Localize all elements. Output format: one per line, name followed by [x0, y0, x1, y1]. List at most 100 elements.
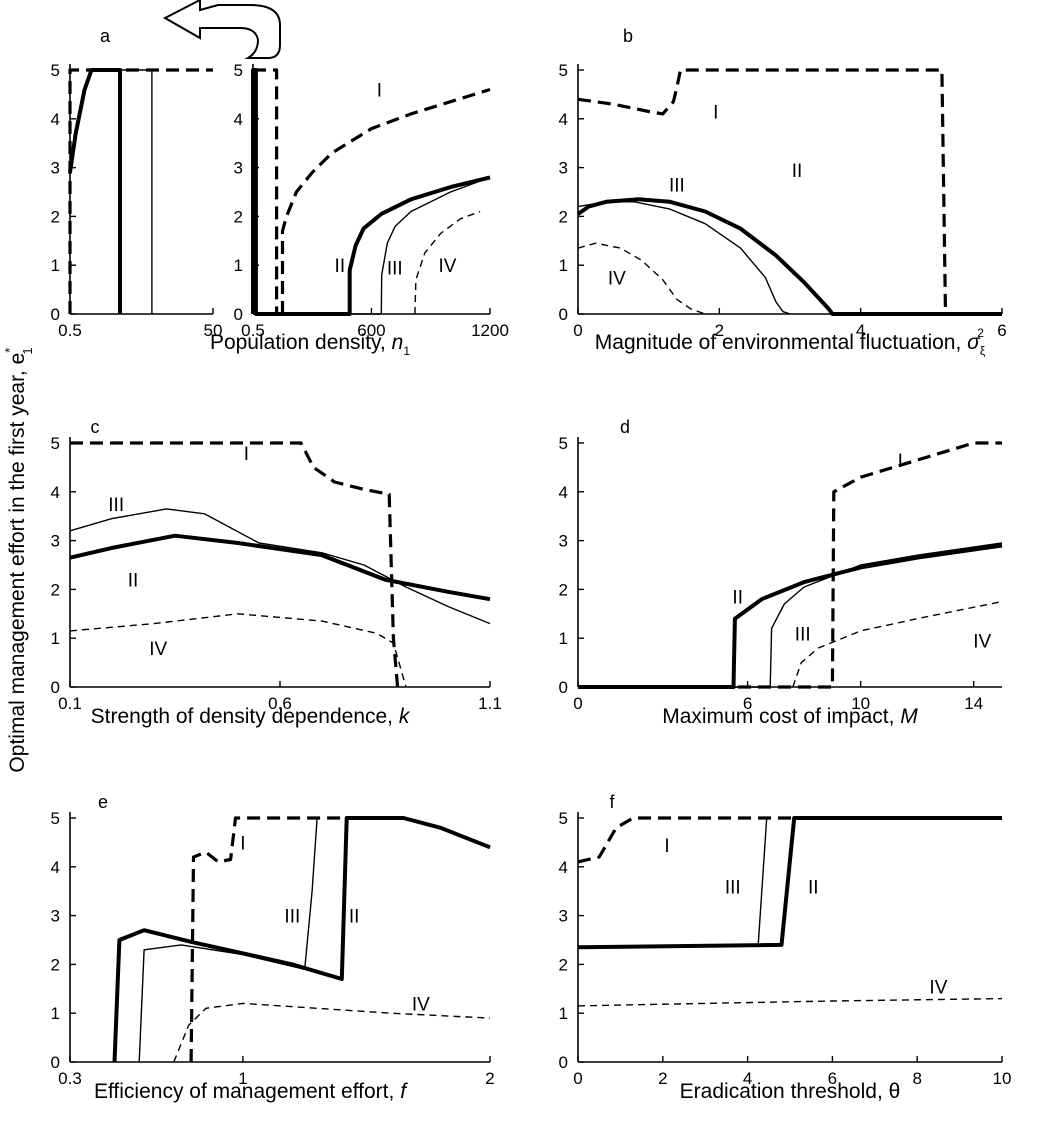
series-line-III [69, 508, 491, 625]
series-line-I [70, 441, 400, 688]
y-tick-label: 3 [559, 532, 568, 551]
series-line-III [577, 817, 768, 948]
y-tick-label: 1 [51, 629, 60, 648]
y-tick-label: 3 [234, 159, 243, 178]
y-tick-label: 1 [559, 629, 568, 648]
x-tick-label: 0.3 [58, 1069, 82, 1088]
series-line-II [68, 68, 122, 314]
y-tick-label: 0 [559, 305, 568, 324]
y-tick-label: 2 [51, 580, 60, 599]
series-label-IV: IV [412, 994, 430, 1015]
y-tick-label: 5 [51, 809, 60, 828]
x-tick-label: 2 [715, 321, 724, 340]
y-tick-label: 3 [559, 159, 568, 178]
y-tick-label: 4 [559, 858, 568, 877]
x-tick-label: 0 [573, 321, 582, 340]
y-tick-label: 3 [51, 907, 60, 926]
x-axis-subscript: ξ [980, 344, 986, 358]
y-tick-label: 3 [559, 907, 568, 926]
y-axis-label-text: Optimal management effort in the first y… [6, 353, 29, 773]
x-axis-label-text: Eradication threshold, θ [680, 1080, 901, 1103]
series-label-II: II [128, 571, 139, 592]
y-axis-subscript: 1 [20, 347, 35, 354]
panel-letter: e [98, 792, 108, 812]
series-label-I: I [240, 833, 245, 854]
x-tick-label: 0 [573, 1069, 582, 1088]
y-tick-label: 3 [51, 159, 60, 178]
x-tick-label: 10 [851, 694, 870, 713]
panel-letter: c [91, 417, 100, 437]
series-line-II [576, 197, 1002, 316]
x-tick-label: 6 [997, 321, 1006, 340]
series-label-I: I [244, 444, 249, 465]
panel-letter: b [623, 26, 633, 46]
y-tick-label: 5 [51, 61, 60, 80]
series-label-III: III [725, 877, 741, 898]
series-label-II: II [732, 588, 743, 609]
x-tick-label: 8 [912, 1069, 921, 1088]
x-tick-label: 6 [743, 694, 752, 713]
y-tick-label: 5 [559, 809, 568, 828]
series-line-II [578, 543, 1003, 689]
series-line-IV [792, 600, 1003, 688]
x-tick-label: 600 [357, 321, 385, 340]
series-line-IV [69, 613, 407, 688]
y-tick-label: 4 [234, 110, 243, 129]
x-tick-label: 50 [204, 321, 223, 340]
y-tick-label: 2 [234, 207, 243, 226]
x-tick-label: 2 [485, 1069, 494, 1088]
x-tick-label: 0.6 [268, 694, 292, 713]
x-axis-variable: n [392, 331, 404, 354]
series-label-IV: IV [973, 632, 991, 653]
series-line-II [251, 68, 491, 316]
y-tick-label: 4 [51, 483, 60, 502]
x-tick-label: 0.5 [241, 321, 265, 340]
x-axis-label: Eradication threshold, θ [680, 1080, 901, 1103]
series-label-I: I [377, 81, 382, 102]
series-label-I: I [898, 451, 903, 472]
y-tick-label: 0 [51, 305, 60, 324]
x-axis-label: Efficiency of management effort, f [94, 1080, 408, 1103]
y-tick-label: 5 [234, 61, 243, 80]
series-label-III: III [284, 907, 300, 928]
series-line-II [112, 816, 491, 1063]
series-line-I [280, 87, 491, 314]
series-label-III: III [795, 624, 811, 645]
series-line-III [253, 176, 491, 315]
x-tick-label: 1200 [471, 321, 509, 340]
x-axis-superscript: 2 [977, 326, 984, 340]
series-label-II: II [808, 877, 819, 898]
y-tick-label: 2 [51, 955, 60, 974]
x-tick-label: 0 [573, 694, 582, 713]
y-tick-label: 4 [51, 858, 60, 877]
series-label-IV: IV [439, 256, 457, 277]
y-tick-label: 2 [559, 955, 568, 974]
x-tick-label: 10 [993, 1069, 1012, 1088]
series-label-I: I [713, 102, 718, 123]
series-line-IV [414, 210, 481, 315]
x-axis-label-text: Efficiency of management effort, [94, 1080, 400, 1103]
series-line-IV [173, 1002, 491, 1063]
panel-letter: a [100, 26, 111, 46]
series-line-I [577, 68, 1002, 316]
y-tick-label: 2 [559, 207, 568, 226]
x-axis-label-text: Population density, [210, 331, 392, 354]
series-line-I [189, 816, 491, 1063]
y-axis-label: Optimal management effort in the first y… [2, 347, 35, 772]
panel-letter: d [620, 417, 630, 437]
series-line-III [119, 69, 153, 314]
y-tick-label: 0 [51, 1053, 60, 1072]
x-tick-label: 1.1 [478, 694, 502, 713]
y-tick-label: 1 [51, 256, 60, 275]
series-line-IV [577, 997, 1003, 1007]
series-line-IV [577, 242, 706, 315]
y-tick-label: 1 [51, 1004, 60, 1023]
panel-letter: f [609, 792, 615, 812]
y-tick-label: 0 [51, 678, 60, 697]
